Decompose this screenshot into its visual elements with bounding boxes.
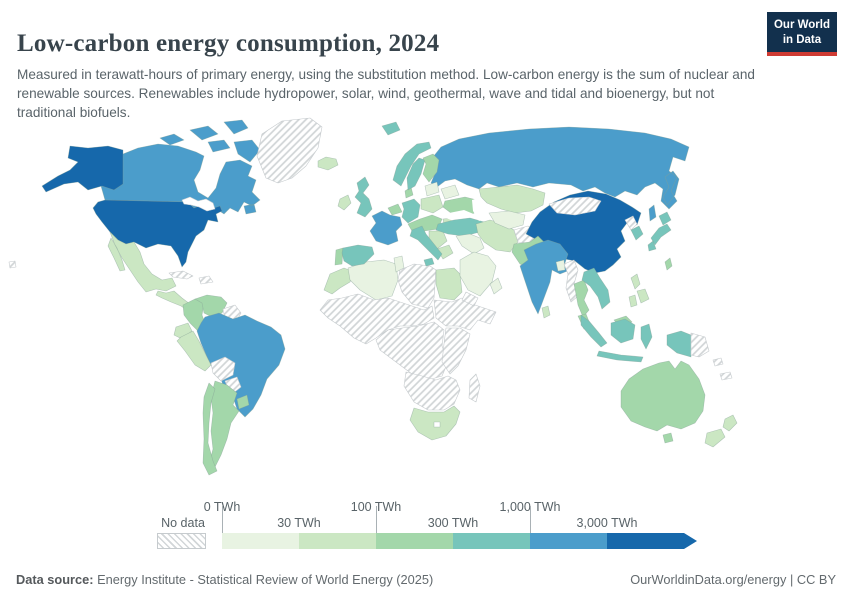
footer-datasource-text: Energy Institute - Statistical Review of…: [97, 572, 434, 587]
country-uk[interactable]: [354, 176, 373, 218]
country-pacific-islands[interactable]: [8, 260, 733, 381]
country-mexico[interactable]: [107, 231, 177, 293]
country-southern-africa[interactable]: [403, 371, 461, 411]
country-oman[interactable]: [489, 277, 503, 295]
legend-bar-segment-5[interactable]: [607, 533, 684, 549]
country-greenland[interactable]: [256, 117, 323, 184]
legend-tick-line-2: [376, 506, 377, 533]
country-new-zealand[interactable]: [704, 414, 738, 448]
country-south-korea[interactable]: [630, 225, 644, 241]
country-italy[interactable]: [409, 225, 443, 267]
page-title: Low-carbon energy consumption, 2024: [17, 29, 440, 57]
country-germany[interactable]: [401, 198, 421, 224]
country-canada[interactable]: [100, 119, 261, 215]
country-france[interactable]: [369, 210, 403, 246]
country-peru[interactable]: [176, 330, 212, 372]
country-hispaniola[interactable]: [198, 275, 214, 285]
country-central-asia[interactable]: [488, 210, 526, 230]
country-sudan-horn[interactable]: [433, 297, 497, 331]
footer-datasource: Data source: Energy Institute - Statisti…: [16, 572, 433, 587]
country-norway[interactable]: [381, 121, 432, 187]
country-australia[interactable]: [620, 360, 706, 444]
legend-bar-arrow: [684, 533, 697, 549]
country-saudi-arabia[interactable]: [459, 251, 497, 297]
country-kazakhstan[interactable]: [478, 184, 546, 214]
country-china[interactable]: [525, 190, 642, 274]
country-taiwan[interactable]: [664, 257, 673, 271]
country-portugal[interactable]: [334, 247, 344, 266]
country-thailand[interactable]: [573, 279, 590, 318]
legend-no-data-label: No data: [161, 516, 205, 530]
legend-tick-label-5: 3,000 TWh: [576, 516, 638, 530]
country-west-africa[interactable]: [319, 293, 435, 345]
country-sri-lanka[interactable]: [541, 305, 551, 319]
legend-bar-segment-2[interactable]: [376, 533, 453, 549]
country-algeria[interactable]: [347, 259, 399, 301]
country-spain[interactable]: [341, 244, 375, 267]
legend-no-data-swatch[interactable]: [157, 533, 206, 549]
country-russia[interactable]: [430, 126, 690, 222]
country-poland[interactable]: [420, 194, 444, 214]
country-argentina[interactable]: [208, 380, 240, 468]
legend-bar-segment-1[interactable]: [299, 533, 376, 549]
country-mongolia[interactable]: [548, 196, 602, 216]
country-indonesia[interactable]: [580, 314, 692, 363]
country-vietnam-laos[interactable]: [581, 267, 611, 310]
country-sweden[interactable]: [406, 157, 426, 191]
country-myanmar[interactable]: [563, 259, 579, 303]
country-libya[interactable]: [397, 263, 437, 309]
footer-separator: |: [790, 572, 794, 587]
country-png[interactable]: [690, 332, 710, 358]
footer-links: OurWorldinData.org/energy | CC BY: [630, 572, 836, 587]
world-map: [8, 112, 843, 494]
country-venezuela[interactable]: [194, 294, 228, 318]
legend-tick-line-4: [530, 506, 531, 533]
great-lakes: [181, 196, 216, 212]
country-morocco[interactable]: [323, 267, 355, 295]
footer-datasource-label: Data source:: [16, 572, 94, 587]
country-egypt[interactable]: [435, 267, 463, 301]
country-iceland[interactable]: [317, 156, 339, 171]
legend-tick-label-1: 30 TWh: [277, 516, 321, 530]
country-central-africa[interactable]: [375, 321, 449, 381]
country-north-korea[interactable]: [624, 215, 638, 231]
country-chile[interactable]: [202, 382, 218, 476]
country-philippines[interactable]: [628, 273, 650, 308]
country-iraq-syria[interactable]: [455, 233, 485, 255]
country-yemen[interactable]: [461, 291, 479, 307]
country-finland[interactable]: [422, 153, 440, 183]
owid-logo[interactable]: Our World in Data: [766, 12, 837, 56]
country-baltics[interactable]: [424, 181, 440, 197]
country-uruguay[interactable]: [236, 394, 250, 410]
country-madagascar[interactable]: [468, 373, 481, 403]
country-bangladesh[interactable]: [555, 259, 566, 272]
legend-tick-label-3: 300 TWh: [427, 516, 479, 530]
legend-tick-line-0: [222, 506, 223, 533]
legend-bar-segment-0[interactable]: [222, 533, 299, 549]
country-south-africa[interactable]: [409, 405, 461, 441]
country-india[interactable]: [519, 239, 571, 315]
legend-bar-segment-3[interactable]: [453, 533, 530, 549]
country-cuba[interactable]: [168, 270, 194, 280]
country-benelux[interactable]: [387, 203, 403, 216]
footer-license-link[interactable]: CC BY: [796, 572, 836, 587]
owid-logo-line2: in Data: [782, 33, 822, 46]
country-east-africa[interactable]: [441, 327, 471, 375]
country-japan[interactable]: [647, 211, 672, 252]
legend-bar-segment-4[interactable]: [530, 533, 607, 549]
owid-logo-line1: Our World: [773, 19, 830, 31]
caspian-sea: [472, 197, 487, 221]
footer: Data source: Energy Institute - Statisti…: [16, 572, 836, 587]
country-bolivia[interactable]: [210, 356, 236, 382]
page-subtitle: Measured in terawatt-hours of primary en…: [17, 66, 755, 121]
footer-owid-link[interactable]: OurWorldinData.org/energy: [630, 572, 787, 587]
country-belarus[interactable]: [440, 184, 460, 200]
country-ireland[interactable]: [337, 194, 352, 211]
